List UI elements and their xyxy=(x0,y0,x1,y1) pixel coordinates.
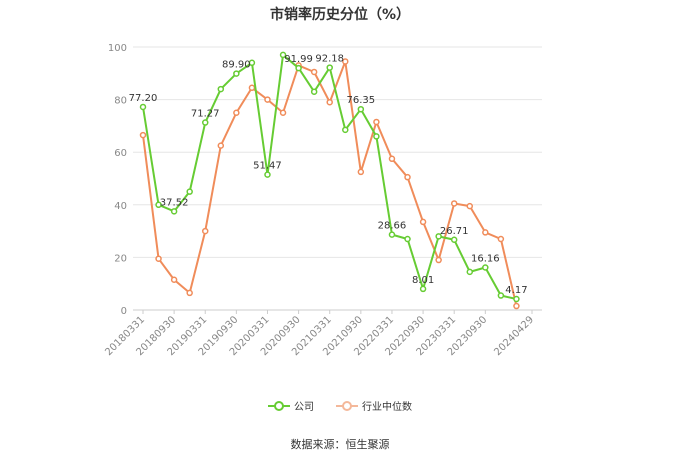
data-point-industry-median xyxy=(233,109,240,116)
data-label-company: 76.35 xyxy=(347,95,376,106)
data-point-industry-median xyxy=(435,256,442,264)
data-label-company: 26.71 xyxy=(440,226,469,237)
data-point-industry-median xyxy=(310,68,318,76)
y-tick-label: 100 xyxy=(108,43,127,54)
data-point-company xyxy=(310,88,318,95)
series-lines xyxy=(139,51,520,310)
data-point-company xyxy=(450,236,458,244)
data-point-company xyxy=(233,70,240,77)
data-point-company xyxy=(342,126,349,134)
data-point-industry-median xyxy=(201,227,209,235)
data-label-company: 16.16 xyxy=(471,253,500,264)
data-label-company: 71.27 xyxy=(191,109,220,120)
data-point-industry-median xyxy=(279,109,287,116)
data-label-company: 77.20 xyxy=(129,93,158,104)
data-point-company xyxy=(513,295,520,303)
data-label-company: 37.52 xyxy=(160,197,189,208)
data-point-industry-median xyxy=(388,155,396,163)
legend-swatch-company xyxy=(268,400,290,412)
data-label-company: 4.17 xyxy=(505,285,527,296)
data-point-industry-median xyxy=(342,58,349,65)
legend-item-company[interactable]: 公司 xyxy=(268,398,314,413)
data-point-industry-median xyxy=(419,218,427,226)
data-point-company xyxy=(388,231,396,238)
data-point-industry-median xyxy=(357,168,365,176)
data-point-company xyxy=(497,292,505,299)
y-tick-label: 40 xyxy=(114,201,127,212)
data-point-company xyxy=(248,59,256,67)
data-point-industry-median xyxy=(373,118,380,126)
chart-title: 市销率历史分位（%） xyxy=(269,7,411,23)
data-point-industry-median xyxy=(404,173,411,181)
data-point-company xyxy=(186,188,193,195)
y-tick-label: 20 xyxy=(114,253,127,264)
legend-label-company: 公司 xyxy=(294,402,314,413)
data-point-company xyxy=(435,233,442,240)
data-label-company: 28.66 xyxy=(378,221,407,232)
data-point-company xyxy=(373,133,380,140)
data-source: 数据来源：恒生聚源 xyxy=(290,438,390,451)
data-label-company: 8.01 xyxy=(412,275,434,286)
data-point-company xyxy=(201,119,209,126)
data-point-company xyxy=(139,103,147,111)
data-label-company: 89.90 xyxy=(222,60,251,71)
legend-swatch-industry-median xyxy=(336,400,358,412)
data-point-company xyxy=(326,64,333,71)
data-point-company xyxy=(404,235,411,243)
data-point-industry-median xyxy=(155,255,162,262)
data-point-company xyxy=(466,268,474,276)
data-point-company xyxy=(264,171,271,178)
data-point-industry-median xyxy=(466,202,474,210)
y-tick-label: 0 xyxy=(121,306,127,317)
data-point-industry-median xyxy=(170,276,178,284)
data-point-company xyxy=(155,201,162,209)
y-tick-label: 60 xyxy=(114,148,127,159)
legend-label-industry-median: 行业中位数 xyxy=(362,402,412,413)
data-point-industry-median xyxy=(186,289,193,297)
x-tick-label: 20240429 xyxy=(492,314,536,358)
series-line-industry-median xyxy=(142,60,518,307)
data-point-industry-median xyxy=(217,142,225,149)
data-point-company xyxy=(170,208,178,215)
data-point-industry-median xyxy=(497,235,505,243)
data-label-company: 92.18 xyxy=(315,54,344,65)
data-point-industry-median xyxy=(482,229,489,236)
data-point-industry-median xyxy=(450,200,458,207)
data-label-company: 91.99 xyxy=(284,54,313,65)
data-point-industry-median xyxy=(513,302,520,310)
data-point-industry-median xyxy=(248,84,256,92)
data-point-company xyxy=(279,51,287,59)
data-point-industry-median xyxy=(326,98,333,106)
data-label-company: 51.47 xyxy=(253,161,282,172)
data-labels: 77.20 37.52 71.27 89.90 51.47 91.99 92.18 76.35… xyxy=(129,54,528,296)
data-point-company xyxy=(482,264,489,271)
data-point-company xyxy=(419,285,427,293)
data-point-company xyxy=(357,105,365,113)
series-line-company xyxy=(142,53,517,301)
y-tick-label: 80 xyxy=(114,96,127,107)
legend-item-industry-median[interactable]: 行业中位数 xyxy=(336,398,412,413)
legend: 公司 行业中位数 xyxy=(0,398,680,413)
data-point-industry-median xyxy=(264,96,271,103)
data-point-industry-median xyxy=(139,131,147,139)
data-point-company xyxy=(295,64,302,72)
data-point-company xyxy=(217,85,225,93)
